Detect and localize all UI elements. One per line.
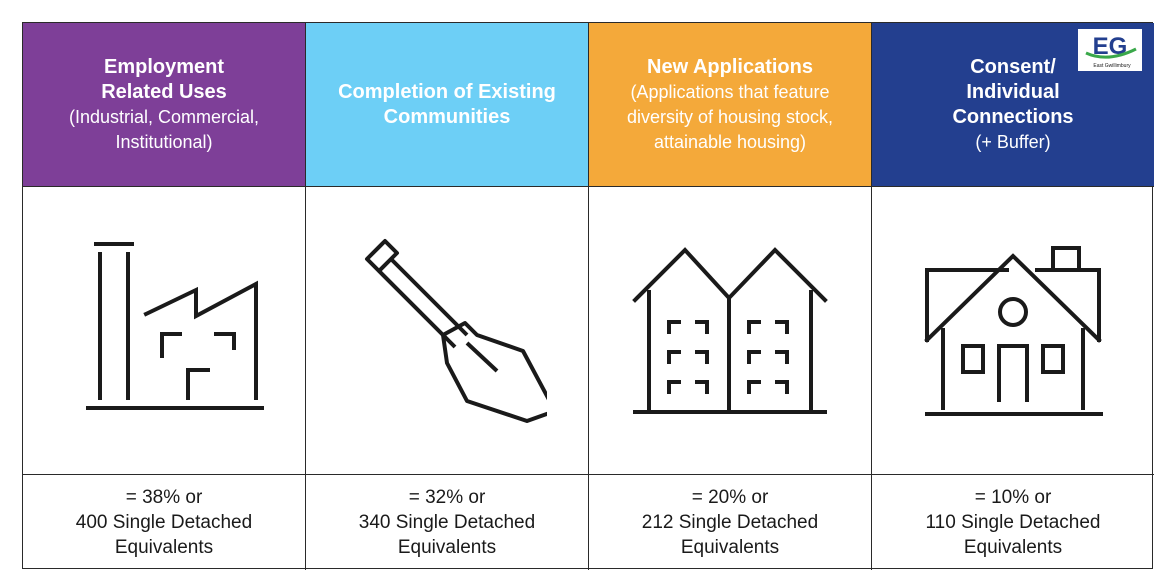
stat-units: 400 Single Detached: [75, 512, 253, 533]
stat-label: Equivalents: [114, 537, 214, 558]
stat-completion: = 32% or 340 Single Detached Equivalents: [306, 475, 589, 570]
stat-percent: = 10% or: [974, 487, 1052, 508]
header-completion: Completion of Existing Communities: [306, 23, 589, 187]
header-employment: Employment Related Uses (Industrial, Com…: [23, 23, 306, 187]
header-title: Consent/ Individual Connections: [952, 55, 1074, 128]
icon-cell-completion: [306, 187, 589, 475]
shovel-icon: [365, 238, 547, 423]
factory-icon: [86, 241, 264, 410]
townhouses-icon: [632, 246, 828, 414]
header-new-applications: New Applications (Applications that feat…: [589, 23, 872, 187]
icon-cell-new-applications: [589, 187, 872, 475]
eg-logo: EG East Gwillimbury: [1078, 29, 1142, 71]
header-title: New Applications: [647, 55, 813, 78]
stat-units: 340 Single Detached: [358, 512, 536, 533]
icon-cell-consent: [872, 187, 1154, 475]
stat-label: Equivalents: [397, 537, 497, 558]
header-title: Employment Related Uses: [101, 55, 227, 103]
house-icon: [924, 245, 1103, 416]
header-subtitle: (+ Buffer): [975, 131, 1051, 152]
stat-percent: = 32% or: [408, 487, 486, 508]
stat-label: Equivalents: [963, 537, 1063, 558]
header-subtitle: (Applications that feature diversity of …: [626, 81, 834, 152]
header-subtitle: (Industrial, Commercial, Institutional): [68, 106, 260, 152]
stat-percent: = 38% or: [125, 487, 203, 508]
header-title: Completion of Existing Communities: [338, 80, 556, 128]
stat-employment: = 38% or 400 Single Detached Equivalents: [23, 475, 306, 570]
stat-units: 212 Single Detached: [641, 512, 819, 533]
header-consent: Consent/ Individual Connections (+ Buffe…: [872, 23, 1154, 187]
stat-consent: = 10% or 110 Single Detached Equivalents: [872, 475, 1154, 570]
stat-new-applications: = 20% or 212 Single Detached Equivalents: [589, 475, 872, 570]
allocation-table: Employment Related Uses (Industrial, Com…: [22, 22, 1154, 570]
stat-label: Equivalents: [680, 537, 780, 558]
icon-cell-employment: [23, 187, 306, 475]
stat-percent: = 20% or: [691, 487, 769, 508]
stat-units: 110 Single Detached: [925, 512, 1101, 533]
logo-caption: East Gwillimbury: [1093, 63, 1131, 69]
